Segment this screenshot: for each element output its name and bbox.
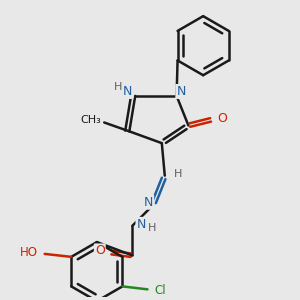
Text: Cl: Cl [154,284,166,297]
Text: HO: HO [20,246,38,259]
Text: N: N [136,218,146,231]
Text: N: N [123,85,133,98]
Text: H: H [114,82,122,92]
Text: N: N [176,85,186,98]
Text: O: O [95,244,105,257]
Text: H: H [174,169,182,179]
Text: N: N [144,196,153,209]
Text: CH₃: CH₃ [81,115,101,124]
Text: H: H [148,223,157,233]
Text: O: O [218,112,227,124]
